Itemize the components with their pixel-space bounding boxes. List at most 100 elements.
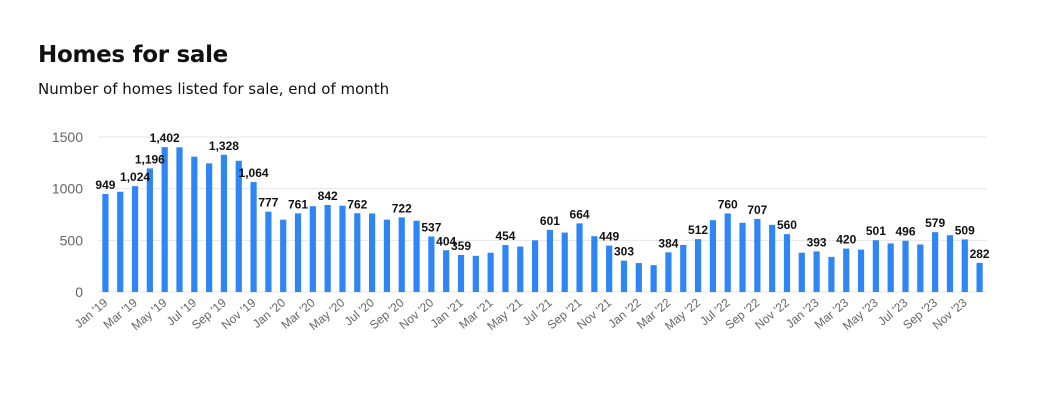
bar (206, 163, 213, 292)
data-label: 762 (347, 197, 367, 211)
bar (620, 260, 628, 292)
bar (709, 220, 716, 292)
data-label: 496 (895, 225, 915, 239)
bar (887, 243, 894, 292)
data-label: 384 (658, 236, 678, 250)
bar (783, 234, 791, 292)
y-tick-label: 0 (75, 284, 83, 300)
data-label: 560 (777, 218, 797, 232)
bar (606, 245, 613, 292)
data-label: 722 (392, 201, 412, 215)
bar (413, 220, 420, 292)
chart-subtitle: Number of homes listed for sale, end of … (38, 80, 390, 98)
data-label: 303 (614, 245, 634, 259)
bar (339, 205, 346, 292)
bar (813, 251, 820, 292)
bar (576, 223, 583, 292)
bar (457, 254, 465, 292)
data-label: 601 (540, 214, 560, 228)
data-label: 707 (747, 203, 767, 217)
data-label: 537 (421, 221, 441, 235)
bars (102, 147, 983, 292)
data-label: 1,328 (209, 139, 239, 153)
bar (902, 240, 909, 292)
data-label: 509 (955, 223, 975, 237)
data-label: 1,196 (135, 152, 165, 166)
bar (324, 204, 331, 292)
bar (961, 239, 968, 292)
bar (487, 252, 494, 292)
bar (828, 256, 835, 292)
data-label: 1,402 (150, 131, 180, 145)
data-label: 282 (970, 247, 990, 261)
bar (102, 193, 109, 292)
bar (680, 244, 687, 292)
x-tick-label: Nov '19 (219, 295, 259, 332)
bar (843, 248, 850, 292)
bar (235, 160, 242, 292)
y-axis-ticks: 0 500 1000 1500 (52, 129, 83, 300)
data-label: 454 (495, 229, 515, 243)
data-label: 761 (288, 197, 308, 211)
bar (250, 182, 257, 292)
bar (739, 222, 746, 292)
bar (917, 244, 924, 292)
bar (191, 156, 198, 292)
bar (531, 240, 539, 292)
data-label: 949 (95, 178, 115, 192)
bar (309, 206, 316, 292)
bar (472, 255, 479, 292)
data-label: 393 (807, 235, 827, 249)
bar (265, 211, 272, 292)
data-label: 579 (925, 216, 945, 230)
bar (220, 154, 228, 292)
y-tick-label: 500 (60, 232, 84, 248)
bar (131, 186, 139, 292)
data-label: 512 (688, 223, 708, 237)
bar (176, 147, 183, 292)
data-label: 1,064 (239, 166, 269, 180)
bar (146, 168, 153, 292)
bar (280, 219, 287, 292)
bar (369, 213, 376, 292)
y-tick-label: 1000 (52, 181, 83, 197)
bar (591, 236, 598, 292)
x-tick-label: Nov '23 (930, 295, 970, 332)
data-label: 664 (570, 207, 590, 221)
data-label: 404 (436, 234, 456, 248)
bar (932, 232, 939, 292)
bar (694, 239, 702, 292)
chart-title: Homes for sale (38, 42, 228, 68)
gridlines (98, 136, 987, 293)
bar (798, 252, 805, 292)
bar (769, 224, 776, 292)
data-label: 359 (451, 239, 471, 253)
data-label: 501 (866, 224, 886, 238)
data-label: 842 (318, 189, 338, 203)
bar (872, 240, 879, 292)
bar (754, 218, 761, 292)
data-label: 449 (599, 230, 619, 244)
bar (665, 252, 672, 292)
bar (161, 147, 168, 292)
bar (946, 235, 954, 292)
bar (117, 191, 124, 292)
x-tick-label: Nov '21 (574, 295, 614, 332)
bar (976, 262, 983, 292)
bar (428, 236, 435, 292)
bar (546, 229, 554, 292)
data-label: 777 (258, 196, 278, 210)
bar (502, 245, 509, 292)
data-label: 760 (718, 197, 738, 211)
data-label: 1,024 (120, 170, 150, 184)
x-tick-label: Nov '22 (752, 295, 792, 332)
x-tick-label: Nov '20 (396, 295, 436, 332)
bar (857, 249, 865, 292)
bar (354, 213, 361, 292)
bar (383, 219, 391, 292)
bar (650, 265, 657, 292)
bar (561, 232, 568, 292)
